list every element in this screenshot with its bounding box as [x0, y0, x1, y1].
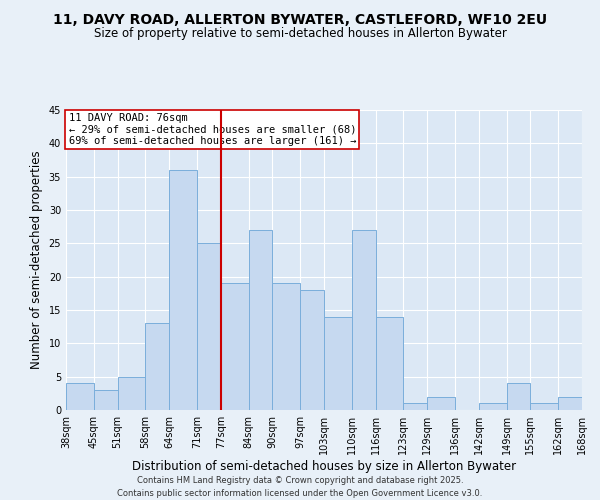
- Text: 11, DAVY ROAD, ALLERTON BYWATER, CASTLEFORD, WF10 2EU: 11, DAVY ROAD, ALLERTON BYWATER, CASTLEF…: [53, 12, 547, 26]
- Bar: [479, 404, 506, 410]
- Bar: [145, 324, 169, 410]
- Bar: [66, 384, 94, 410]
- Bar: [403, 404, 427, 410]
- Bar: [300, 290, 324, 410]
- Bar: [506, 384, 530, 410]
- Text: Size of property relative to semi-detached houses in Allerton Bywater: Size of property relative to semi-detach…: [94, 28, 506, 40]
- Bar: [94, 390, 118, 410]
- Bar: [169, 170, 197, 410]
- Bar: [197, 244, 221, 410]
- Bar: [272, 284, 300, 410]
- Bar: [427, 396, 455, 410]
- Bar: [530, 404, 558, 410]
- Bar: [248, 230, 272, 410]
- X-axis label: Distribution of semi-detached houses by size in Allerton Bywater: Distribution of semi-detached houses by …: [132, 460, 516, 473]
- Bar: [376, 316, 403, 410]
- Bar: [558, 396, 582, 410]
- Bar: [352, 230, 376, 410]
- Y-axis label: Number of semi-detached properties: Number of semi-detached properties: [30, 150, 43, 370]
- Bar: [324, 316, 352, 410]
- Bar: [221, 284, 248, 410]
- Bar: [118, 376, 145, 410]
- Text: 11 DAVY ROAD: 76sqm
← 29% of semi-detached houses are smaller (68)
69% of semi-d: 11 DAVY ROAD: 76sqm ← 29% of semi-detach…: [68, 113, 356, 146]
- Text: Contains HM Land Registry data © Crown copyright and database right 2025.
Contai: Contains HM Land Registry data © Crown c…: [118, 476, 482, 498]
